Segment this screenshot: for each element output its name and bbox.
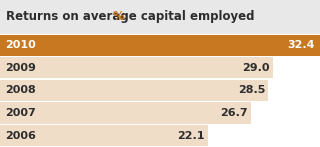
Bar <box>0 34 320 147</box>
Bar <box>0 125 208 146</box>
Text: 2009: 2009 <box>5 63 36 73</box>
Text: 29.0: 29.0 <box>242 63 270 73</box>
Bar <box>0 80 268 101</box>
Text: 2007: 2007 <box>5 108 36 118</box>
Text: 26.7: 26.7 <box>220 108 248 118</box>
Text: 28.5: 28.5 <box>238 85 265 95</box>
Bar <box>0 57 273 78</box>
Text: 32.4: 32.4 <box>288 40 315 50</box>
Text: %: % <box>113 10 124 23</box>
Text: Returns on average capital employed: Returns on average capital employed <box>6 10 259 23</box>
Bar <box>0 102 251 124</box>
Bar <box>0 0 320 34</box>
Text: 22.1: 22.1 <box>177 131 205 141</box>
Text: 2006: 2006 <box>5 131 36 141</box>
Text: 2010: 2010 <box>5 40 36 50</box>
Text: 2008: 2008 <box>5 85 36 95</box>
Bar <box>0 35 320 56</box>
